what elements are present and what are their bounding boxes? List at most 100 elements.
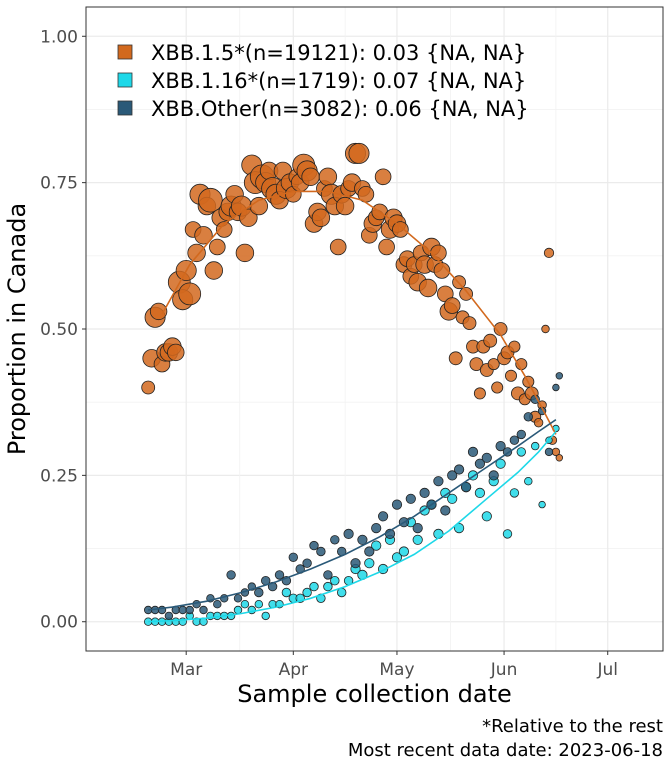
point-xbb-other xyxy=(523,412,534,422)
point-xbb-other xyxy=(552,383,560,392)
axis-ticks: 0.00 0.25 0.50 0.75 1.00 Mar Apr May Jun Jul xyxy=(40,27,618,680)
point-xbb-other xyxy=(350,558,361,569)
point-xbb-1-5 xyxy=(167,343,185,362)
point-xbb-1-5 xyxy=(533,418,544,428)
point-xbb-1-5 xyxy=(459,286,474,301)
point-xbb-1-16 xyxy=(495,458,506,469)
point-xbb-1-5 xyxy=(443,297,461,314)
trend-line-xbb-1-5 xyxy=(161,190,557,435)
point-xbb-1-5 xyxy=(543,247,555,258)
caption-relative-note: *Relative to the rest xyxy=(482,716,663,737)
point-xbb-other xyxy=(226,570,236,580)
point-xbb-1-5 xyxy=(204,261,224,280)
point-xbb-other xyxy=(254,587,264,598)
point-xbb-1-5 xyxy=(504,369,517,382)
point-xbb-1-5 xyxy=(198,187,223,213)
point-xbb-other xyxy=(185,605,194,615)
point-xbb-1-5 xyxy=(235,243,255,263)
point-xbb-other xyxy=(509,435,520,445)
point-xbb-1-5 xyxy=(433,262,451,279)
y-tick-label: 1.00 xyxy=(40,27,78,47)
point-xbb-other xyxy=(213,600,222,609)
point-xbb-1-16 xyxy=(254,600,263,609)
point-xbb-1-5 xyxy=(374,168,392,186)
point-xbb-1-5 xyxy=(239,208,258,228)
x-axis-title: Sample collection date xyxy=(237,680,512,708)
point-xbb-1-16 xyxy=(447,493,458,504)
point-xbb-1-5 xyxy=(392,221,409,238)
point-xbb-1-16 xyxy=(524,477,533,486)
point-xbb-1-16 xyxy=(398,546,409,557)
x-tick-label: May xyxy=(379,660,414,680)
y-tick-label: 0.25 xyxy=(40,466,78,486)
trend-lines xyxy=(148,190,557,623)
legend: XBB.1.5*(n=19121): 0.03 {NA, NA} XBB.1.1… xyxy=(117,41,529,121)
point-xbb-1-5 xyxy=(448,351,463,366)
point-xbb-other xyxy=(447,470,458,481)
point-xbb-other xyxy=(419,487,430,498)
point-xbb-1-16 xyxy=(412,534,423,545)
point-xbb-1-5 xyxy=(149,302,168,321)
point-xbb-other xyxy=(495,440,506,452)
point-xbb-other xyxy=(481,452,492,463)
point-xbb-other xyxy=(288,552,299,563)
point-xbb-other xyxy=(453,464,465,475)
point-xbb-1-16 xyxy=(531,441,540,451)
point-xbb-1-5 xyxy=(487,358,500,371)
point-xbb-1-5 xyxy=(555,454,563,462)
y-tick-label: 0.75 xyxy=(40,174,78,194)
point-xbb-1-5 xyxy=(469,357,484,372)
point-xbb-1-16 xyxy=(371,540,382,551)
trend-line-xbb-1-16 xyxy=(148,430,557,623)
point-xbb-other xyxy=(330,535,340,545)
point-xbb-1-16 xyxy=(171,617,180,626)
point-xbb-other xyxy=(274,570,285,580)
legend-key-xbb-1-5 xyxy=(117,44,133,60)
point-xbb-other xyxy=(488,470,499,481)
point-xbb-1-16 xyxy=(323,581,333,592)
point-xbb-other xyxy=(460,481,472,493)
point-xbb-other xyxy=(178,605,187,615)
point-xbb-1-5 xyxy=(508,340,521,353)
point-xbb-1-5 xyxy=(187,243,206,263)
point-xbb-1-5 xyxy=(335,196,355,216)
point-xbb-1-5 xyxy=(178,282,202,306)
point-xbb-1-16 xyxy=(502,529,513,539)
caption-recent-date: Most recent data date: 2023-06-18 xyxy=(348,740,663,761)
point-xbb-1-5 xyxy=(483,333,498,348)
point-xbb-1-5 xyxy=(215,221,233,238)
data-points xyxy=(141,142,563,626)
grid-lines xyxy=(86,7,663,651)
point-xbb-1-5 xyxy=(194,226,213,245)
y-tick-label: 0.50 xyxy=(40,320,78,340)
point-xbb-1-16 xyxy=(474,487,485,498)
point-xbb-1-16 xyxy=(391,552,403,563)
point-xbb-1-5 xyxy=(209,238,226,256)
point-xbb-other xyxy=(391,499,403,510)
point-xbb-1-5 xyxy=(318,167,338,187)
x-tick-label: Apr xyxy=(279,660,308,680)
point-xbb-1-5 xyxy=(301,167,320,187)
point-xbb-other xyxy=(371,522,382,534)
point-xbb-1-16 xyxy=(233,605,243,615)
point-xbb-other xyxy=(377,511,389,522)
point-xbb-other xyxy=(364,546,375,557)
legend-key-xbb-other xyxy=(117,100,133,116)
trend-line-xbb-other xyxy=(148,419,557,611)
point-xbb-other xyxy=(233,594,243,603)
point-xbb-other xyxy=(516,429,527,440)
point-xbb-1-5 xyxy=(462,316,477,331)
point-xbb-1-16 xyxy=(538,500,546,509)
point-xbb-other xyxy=(433,476,444,487)
point-xbb-1-5 xyxy=(311,208,331,228)
point-xbb-1-5 xyxy=(348,142,370,164)
legend-key-xbb-1-16 xyxy=(117,72,133,88)
point-xbb-1-5 xyxy=(430,244,447,262)
point-xbb-1-16 xyxy=(364,558,375,569)
y-axis-title: Proportion in Canada xyxy=(3,203,31,455)
point-xbb-other xyxy=(412,522,423,534)
x-tick-label: Jul xyxy=(596,660,618,680)
legend-label-xbb-1-16: XBB.1.16*(n=1719): 0.07 {NA, NA} xyxy=(151,69,526,93)
point-xbb-1-5 xyxy=(378,238,395,256)
